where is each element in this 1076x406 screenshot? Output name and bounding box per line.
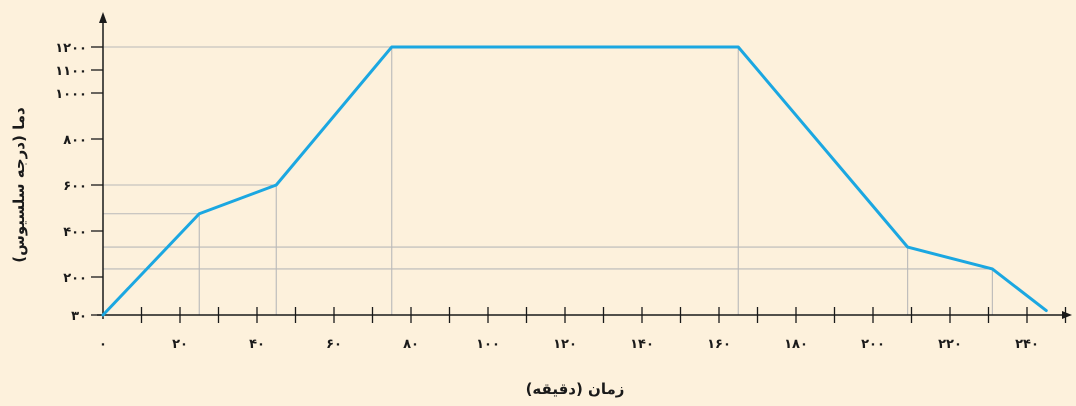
x-tick-label: ۱۸۰ [784,337,808,352]
y-tick-label: ۱۱۰۰ [55,64,87,79]
y-tick-label: ۳۰ [71,309,87,324]
series-layer [101,45,1048,317]
y-tick-label: ۲۰۰ [63,271,87,286]
y-tick-label: ۱۲۰۰ [55,41,87,56]
x-tick-label: ۲۴۰ [1015,337,1039,352]
x-tick-label: ۲۰ [172,337,188,352]
guide-lines [103,46,993,315]
x-tick-label: ۴۰ [249,337,265,352]
tick-labels: ۰ ۲۰ ۴۰ ۶۰ ۸۰ ۱۰۰ ۱۲۰ ۱۴۰ ۱۶۰ ۱۸۰ ۲۰۰ ۲۲۰ ۲۴۰ ۳۰ ۲۰۰ ۴۰… [55,41,1039,352]
y-tick-label: ۶۰۰ [63,179,87,194]
temperature-series-line [101,45,1048,317]
x-tick-label: ۰ [99,337,107,352]
y-axis-arrow [99,12,107,23]
y-tick-label: ۴۰۰ [63,225,87,240]
x-axis-arrow [1062,311,1072,319]
x-tick-label: ۲۰۰ [861,337,885,352]
axes [97,12,1072,319]
y-tick-label: ۱۰۰۰ [55,87,87,102]
x-tick-label: ۸۰ [403,337,419,352]
x-tick-label: ۲۲۰ [938,337,962,352]
x-tick-label: ۱۲۰ [553,337,577,352]
x-tick-label: ۱۰۰ [476,337,500,352]
x-tick-label: ۶۰ [326,337,342,352]
x-tick-label: ۱۶۰ [707,337,731,352]
y-axis-title: دما (درجه سلسیوس) [10,107,28,263]
x-tick-label: ۱۴۰ [630,337,654,352]
x-axis-title: زمان (دقیقه) [526,380,625,398]
tick-marks [91,46,1067,323]
y-tick-label: ۸۰۰ [63,133,87,148]
